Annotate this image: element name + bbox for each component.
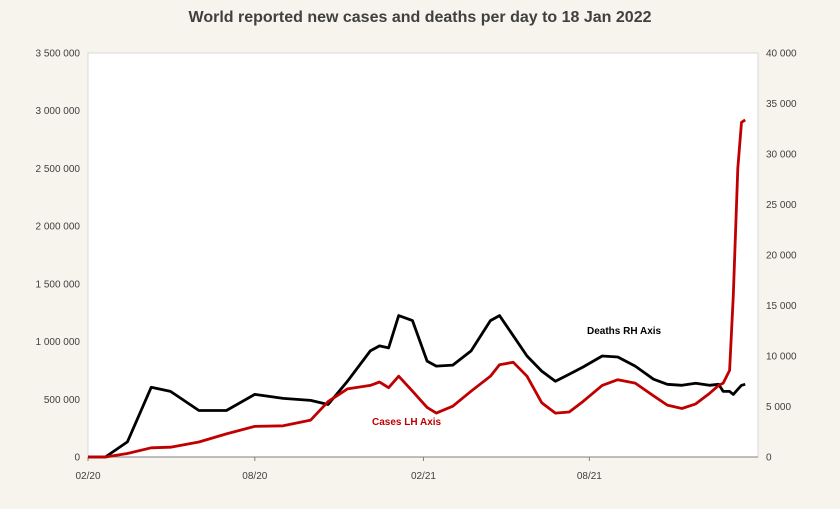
y-right-tick-label: 5 000 [766, 402, 791, 413]
y-left-tick-label: 3 500 000 [36, 49, 81, 60]
y-left-tick-label: 2 000 000 [36, 222, 81, 233]
x-tick-label: 02/20 [75, 471, 100, 482]
y-right-tick-label: 15 000 [766, 301, 797, 312]
deaths-series-line [88, 314, 746, 459]
x-tick-label: 02/21 [411, 471, 436, 482]
y-right-tick-label: 25 000 [766, 200, 797, 211]
y-left-tick-label: 2 500 000 [36, 164, 81, 175]
cases-series-line [88, 118, 746, 459]
deaths-series-label: Deaths RH Axis [587, 326, 662, 337]
y-right-tick-label: 0 [766, 453, 772, 464]
cases-series-label: Cases LH Axis [372, 417, 442, 428]
plot-area [87, 52, 759, 458]
y-right-tick-label: 35 000 [766, 99, 797, 110]
y-right-tick-label: 20 000 [766, 251, 797, 262]
chart-title: World reported new cases and deaths per … [188, 9, 652, 26]
y-left-tick-label: 3 000 000 [36, 106, 81, 117]
y-left-tick-label: 0 [74, 453, 80, 464]
y-right-tick-label: 40 000 [766, 49, 797, 60]
x-tick-label: 08/20 [242, 471, 267, 482]
x-tick-label: 08/21 [577, 471, 602, 482]
y-right-tick-label: 10 000 [766, 352, 797, 363]
y-right-tick-label: 30 000 [766, 150, 797, 161]
y-left-tick-label: 1 000 000 [36, 337, 81, 348]
y-left-tick-label: 500 000 [44, 395, 81, 406]
y-left-tick-label: 1 500 000 [36, 279, 81, 290]
